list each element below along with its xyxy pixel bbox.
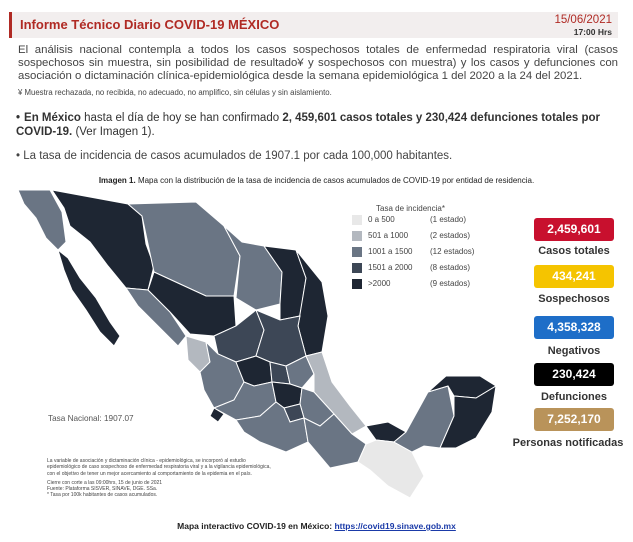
map-state-hidalgo <box>285 355 315 389</box>
bullet-dot: • <box>16 112 21 124</box>
mexico-incidence-map <box>17 189 497 499</box>
map-caption-text: Mapa con la distribución de la tasa de i… <box>135 176 535 185</box>
legend-count: (1 estado) <box>430 215 467 224</box>
bullet-lead: En México <box>24 112 81 124</box>
map-fineprint: La variable de asociación y dictaminació… <box>47 458 317 499</box>
legend-swatch <box>352 231 362 241</box>
legend-title: Tasa de incidencia* <box>376 204 445 213</box>
legend-swatch <box>352 247 362 257</box>
fineprint-line: Cierre con corte a las 09:00hrs, 15 de j… <box>47 479 163 486</box>
bullet-text: hasta el día de hoy se han confirmado <box>80 112 283 124</box>
legend-count: (2 estados) <box>430 231 471 240</box>
stat-notified-value: 7,252,170 <box>534 408 614 431</box>
bullet-dot: • <box>16 150 24 162</box>
map-caption: Imagen 1. Mapa con la distribución de la… <box>0 176 633 185</box>
bullet-tail: (Ver Imagen 1). <box>72 126 155 138</box>
stat-notified-label: Personas notificadas <box>512 437 624 449</box>
bullet-figures: 2, 459,601 casos totales y 230,424 defun… <box>16 112 600 138</box>
stat-negative-value: 4,358,328 <box>534 316 614 339</box>
legend-swatch <box>352 263 362 273</box>
bullet-incidence-rate: • La tasa de incidencia de casos acumula… <box>16 150 452 162</box>
footer-text: Mapa interactivo COVID-19 en México: <box>177 521 335 531</box>
stat-suspected-label: Sospechosos <box>538 293 610 305</box>
legend-range: >2000 <box>368 279 391 288</box>
legend-count: (9 estados) <box>430 279 471 288</box>
stat-deaths-value: 230,424 <box>534 363 614 386</box>
legend-swatch <box>352 215 362 225</box>
legend-count: (12 estados) <box>430 247 475 256</box>
legend-swatch <box>352 279 362 289</box>
legend-range: 1001 a 1500 <box>368 247 413 256</box>
fineprint-line: La variable de asociación y dictaminació… <box>47 458 246 464</box>
stat-total-cases-label: Casos totales <box>538 245 610 257</box>
map-state-baja-california-sur <box>57 248 121 347</box>
interactive-map-link[interactable]: https://covid19.sinave.gob.mx <box>334 521 456 531</box>
map-state-colima <box>209 407 225 423</box>
map-caption-label: Imagen 1. <box>98 176 136 185</box>
stat-total-cases-value: 2,459,601 <box>534 218 614 241</box>
report-header: Informe Técnico Diario COVID-19 MÉXICO 1… <box>9 12 618 38</box>
legend-count: (8 estados) <box>430 263 471 272</box>
legend-range: 1501 a 2000 <box>368 263 413 272</box>
legend-range: 0 a 500 <box>368 215 395 224</box>
fineprint-line: epidemiológico de caso sospechoso de enf… <box>47 464 271 471</box>
intro-footnote: ¥ Muestra rechazada, no recibida, no ade… <box>18 88 332 97</box>
report-time: 17:00 Hrs <box>573 27 612 37</box>
map-footer: Mapa interactivo COVID-19 en México: htt… <box>0 521 633 531</box>
bullet-incidence-text: La tasa de incidencia de casos acumulado… <box>23 150 453 162</box>
intro-paragraph: El análisis nacional contempla a todos l… <box>18 44 618 82</box>
map-state-chiapas <box>357 439 425 499</box>
report-date: 15/06/2021 <box>554 14 612 26</box>
fineprint-line: Fuente: Plataforma SISVER, SINAVE, DGE. … <box>47 486 158 493</box>
stat-suspected-value: 434,241 <box>534 265 614 288</box>
stat-deaths-label: Defunciones <box>540 391 607 403</box>
stat-negative-label: Negativos <box>547 345 601 357</box>
fineprint-line: * Tasa por 100k habitantes de casos acum… <box>47 492 158 499</box>
fineprint-line: con el objetivo de tener un mejor acerca… <box>47 470 252 477</box>
map-state-quintana-roo <box>439 385 497 449</box>
legend-range: 501 a 1000 <box>368 231 409 240</box>
bullet-confirmed-cases: • En México hasta el día de hoy se han co… <box>16 111 618 139</box>
report-title: Informe Técnico Diario COVID-19 MÉXICO <box>20 17 280 32</box>
national-rate-label: Tasa Nacional: 1907.07 <box>48 414 134 423</box>
